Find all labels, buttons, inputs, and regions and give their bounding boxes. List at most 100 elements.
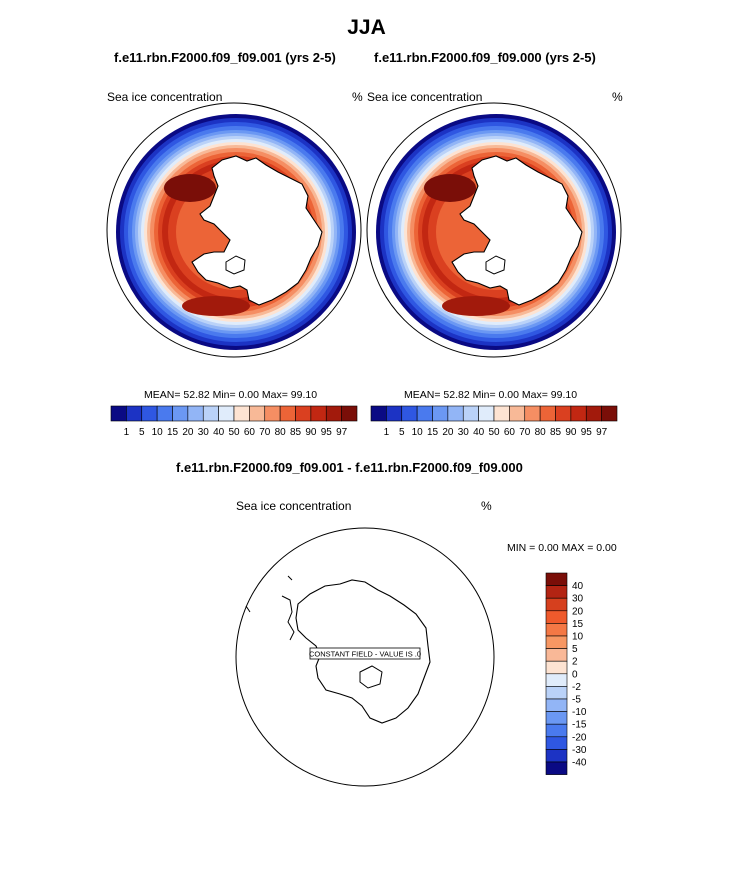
colorbar-tick-label: -20 (572, 732, 587, 743)
colorbar-tick-label: 60 (504, 427, 516, 438)
colorbar-swatch (279, 405, 296, 422)
colorbar-tick-label: 30 (458, 427, 470, 438)
colorbar-swatch (545, 723, 568, 738)
left-map-boundary (106, 102, 362, 358)
colorbar-swatch (545, 597, 568, 612)
colorbar-swatch (545, 635, 568, 649)
colorbar-tick-label: 5 (572, 644, 578, 655)
colorbar-tick-label: -5 (572, 695, 581, 706)
colorbar-tick-label: 70 (519, 427, 531, 438)
colorbar-swatch (462, 405, 479, 422)
colorbar-swatch (545, 623, 568, 637)
colorbar-swatch (233, 405, 250, 422)
left-sea-ice-map (106, 102, 362, 358)
colorbar-swatch (187, 405, 204, 422)
diff-map: CONSTANT FIELD - VALUE IS .0 (235, 527, 495, 787)
colorbar-tick-label: 95 (581, 427, 593, 438)
colorbar-swatch (172, 405, 189, 422)
colorbar-swatch (509, 405, 526, 422)
colorbar-swatch (141, 405, 158, 422)
colorbar-swatch (545, 761, 568, 775)
colorbar-tick-label: -15 (572, 720, 587, 731)
diff-ice-shelf-island (359, 665, 383, 689)
left-ice-shelf-island (225, 255, 246, 275)
colorbar-swatch (295, 405, 312, 422)
colorbar-tick-label: 95 (321, 427, 333, 438)
colorbar-tick-label: 2 (572, 657, 578, 668)
high-concentration-patch (442, 296, 510, 316)
right-panel-stats: MEAN= 52.82 Min= 0.00 Max= 99.10 (404, 389, 578, 401)
right-panel-case-name: f.e11.rbn.F2000.f09_f09.000 (yrs 2-5) (374, 50, 596, 65)
left-colorbar: 1 5 10 15 20 30 40 50 60 70 80 85 90 95 97 (110, 405, 358, 438)
colorbar-tick-label: 10 (412, 427, 424, 438)
colorbar-swatch (545, 686, 568, 700)
colorbar-tick-label: 0 (572, 669, 578, 680)
colorbar-swatch (570, 405, 587, 422)
diff-panel-field-label: Sea ice concentration (236, 499, 352, 513)
colorbar-tick-label: 70 (259, 427, 271, 438)
colorbar-tick-label: 15 (167, 427, 179, 438)
high-concentration-patch (424, 174, 476, 202)
left-panel-stats: MEAN= 52.82 Min= 0.00 Max= 99.10 (144, 389, 318, 401)
colorbar-swatch (545, 660, 568, 675)
colorbar-tick-label: 10 (152, 427, 164, 438)
colorbar-swatch (325, 405, 342, 422)
right-map-boundary (366, 102, 622, 358)
constant-field-box (309, 647, 421, 660)
colorbar-tick-label: -2 (572, 682, 581, 693)
colorbar-swatch (110, 405, 127, 422)
colorbar-swatch (545, 648, 568, 662)
right-sea-ice-map (366, 102, 622, 358)
colorbar-tick-label: 20 (572, 606, 584, 617)
colorbar-swatch (545, 673, 568, 687)
colorbar-tick-label: 90 (305, 427, 317, 438)
colorbar-swatch (202, 405, 219, 422)
colorbar-swatch (545, 698, 568, 712)
colorbar-swatch (370, 405, 387, 422)
colorbar-tick-label: 5 (139, 427, 145, 438)
colorbar-swatch (386, 405, 403, 422)
colorbar-tick-label: 85 (290, 427, 302, 438)
colorbar-tick-label: -10 (572, 707, 587, 718)
colorbar-tick-label: 15 (427, 427, 439, 438)
colorbar-swatch (341, 405, 358, 422)
colorbar-tick-label: 90 (565, 427, 577, 438)
colorbar-tick-label: 20 (182, 427, 194, 438)
colorbar-swatch (126, 405, 143, 422)
right-colorbar: 1 5 10 15 20 30 40 50 60 70 80 85 90 95 97 (370, 405, 618, 438)
colorbar-swatch (447, 405, 464, 422)
colorbar-swatch (545, 749, 568, 763)
colorbar-tick-label: -30 (572, 745, 587, 756)
colorbar-swatch (432, 405, 449, 422)
colorbar-swatch (478, 405, 495, 422)
colorbar-tick-label: 85 (550, 427, 562, 438)
page-title: JJA (347, 16, 386, 39)
colorbar-swatch (539, 405, 556, 422)
colorbar-swatch (401, 405, 418, 422)
colorbar-tick-label: 40 (572, 581, 584, 592)
colorbar-swatch (218, 405, 235, 422)
colorbar-tick-label: 97 (596, 427, 608, 438)
right-antarctica-landmass (451, 155, 583, 306)
diff-panel-title: f.e11.rbn.F2000.f09_f09.001 - f.e11.rbn.… (176, 460, 523, 475)
right-panel-field-label: Sea ice concentration (367, 90, 483, 104)
colorbar-swatch (249, 405, 266, 422)
high-concentration-patch (182, 296, 250, 316)
colorbar-tick-label: 30 (572, 594, 584, 605)
colorbar-swatch (585, 405, 602, 422)
left-antarctica-landmass (191, 155, 323, 306)
colorbar-tick-label: 80 (275, 427, 287, 438)
colorbar-tick-label: 50 (228, 427, 240, 438)
colorbar-swatch (416, 405, 433, 422)
colorbar-swatch (555, 405, 572, 422)
colorbar-swatch (545, 585, 568, 599)
right-panel-units: % (612, 90, 623, 104)
left-panel-field-label: Sea ice concentration (107, 90, 223, 104)
colorbar-tick-label: 80 (535, 427, 547, 438)
constant-field-label: CONSTANT FIELD - VALUE IS .0 (309, 650, 421, 659)
colorbar-swatch (156, 405, 173, 422)
colorbar-swatch (545, 736, 568, 750)
diff-peninsula-outline (245, 575, 295, 641)
colorbar-swatch (545, 711, 568, 725)
